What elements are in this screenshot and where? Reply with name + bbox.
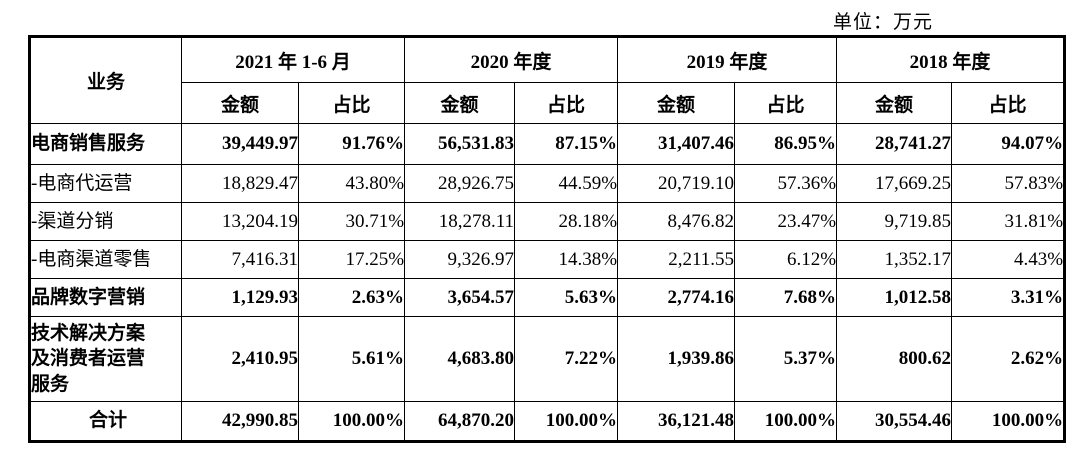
amount-cell: 8,476.82 — [617, 202, 736, 241]
row-label: 技术解决方案 及消费者运营 服务 — [29, 316, 182, 402]
amount-cell: 1,012.58 — [836, 278, 953, 317]
ratio-cell: 44.59% — [514, 164, 619, 203]
ratio-cell: 100.00% — [514, 401, 619, 442]
amount-cell: 1,352.17 — [836, 240, 953, 279]
amount-header: 金额 — [836, 82, 953, 124]
amount-cell: 4,683.80 — [404, 316, 516, 402]
amount-cell: 2,211.55 — [617, 240, 736, 279]
amount-cell: 30,554.46 — [836, 401, 953, 442]
row-label: 电商销售服务 — [29, 123, 182, 165]
ratio-header: 占比 — [514, 82, 619, 124]
table-row: -电商渠道零售 7,416.31 17.25% 9,326.97 14.38% … — [29, 240, 1066, 279]
ratio-header: 占比 — [297, 82, 406, 124]
amount-cell: 20,719.10 — [617, 164, 736, 203]
ratio-cell: 2.63% — [297, 278, 406, 317]
ratio-cell: 5.37% — [734, 316, 838, 402]
ratio-cell: 14.38% — [514, 240, 619, 279]
period-header-2018: 2018 年度 — [836, 36, 1066, 83]
table-row: -渠道分销 13,204.19 30.71% 18,278.11 28.18% … — [29, 202, 1066, 241]
ratio-header: 占比 — [734, 82, 838, 124]
amount-cell: 9,719.85 — [836, 202, 953, 241]
ratio-cell: 86.95% — [734, 123, 838, 165]
ratio-cell: 100.00% — [734, 401, 838, 442]
ratio-cell: 4.43% — [951, 240, 1066, 279]
ratio-cell: 87.15% — [514, 123, 619, 165]
amount-header: 金额 — [617, 82, 736, 124]
period-header-2020: 2020 年度 — [404, 36, 619, 83]
row-label: 品牌数字营销 — [29, 278, 182, 317]
period-header-2021h1: 2021 年 1-6 月 — [180, 36, 406, 83]
amount-cell: 17,669.25 — [836, 164, 953, 203]
ratio-cell: 23.47% — [734, 202, 838, 241]
amount-cell: 42,990.85 — [181, 401, 299, 442]
amount-header: 金额 — [404, 82, 516, 124]
amount-cell: 3,654.57 — [404, 278, 516, 317]
period-header-2019: 2019 年度 — [617, 36, 838, 83]
period-header-row: 业务 2021 年 1-6 月 2020 年度 2019 年度 2018 年度 — [29, 36, 1066, 124]
table-row: 电商销售服务 39,449.97 91.76% 56,531.83 87.15%… — [29, 123, 1066, 165]
amount-cell: 64,870.20 — [404, 401, 516, 442]
ratio-cell: 28.18% — [514, 202, 619, 241]
amount-cell: 1,939.86 — [617, 316, 736, 402]
amount-cell: 7,416.31 — [181, 240, 299, 279]
amount-cell: 56,531.83 — [404, 123, 516, 165]
ratio-cell: 5.61% — [297, 316, 406, 402]
ratio-cell: 57.36% — [734, 164, 838, 203]
ratio-cell: 57.83% — [951, 164, 1066, 203]
ratio-cell: 100.00% — [951, 401, 1066, 442]
ratio-cell: 31.81% — [951, 202, 1066, 241]
ratio-cell: 5.63% — [514, 278, 619, 317]
ratio-cell: 7.68% — [734, 278, 838, 317]
business-column-header: 业务 — [29, 36, 182, 124]
total-row: 合计 42,990.85 100.00% 64,870.20 100.00% 3… — [29, 401, 1066, 442]
ratio-cell: 91.76% — [297, 123, 406, 165]
ratio-cell: 3.31% — [951, 278, 1066, 317]
amount-cell: 31,407.46 — [617, 123, 736, 165]
amount-cell: 800.62 — [836, 316, 953, 402]
amount-cell: 18,829.47 — [181, 164, 299, 203]
amount-cell: 2,774.16 — [617, 278, 736, 317]
unit-label: 单位：万元 — [833, 12, 934, 33]
total-row-label: 合计 — [29, 401, 182, 442]
ratio-cell: 94.07% — [951, 123, 1066, 165]
table-row: 技术解决方案 及消费者运营 服务 2,410.95 5.61% 4,683.80… — [29, 316, 1066, 402]
row-label: -电商代运营 — [29, 164, 182, 203]
amount-cell: 18,278.11 — [404, 202, 516, 241]
amount-cell: 13,204.19 — [181, 202, 299, 241]
ratio-cell: 17.25% — [297, 240, 406, 279]
amount-header: 金额 — [181, 82, 299, 124]
subheader-row: 金额 占比 金额 占比 金额 占比 金额 占比 — [30, 82, 1066, 124]
revenue-breakdown-table: 业务 2021 年 1-6 月 2020 年度 2019 年度 2018 年度 … — [28, 35, 1067, 443]
amount-cell: 9,326.97 — [404, 240, 516, 279]
amount-cell: 2,410.95 — [181, 316, 299, 402]
ratio-cell: 43.80% — [297, 164, 406, 203]
amount-cell: 28,741.27 — [836, 123, 953, 165]
amount-cell: 39,449.97 — [181, 123, 299, 165]
ratio-cell: 6.12% — [734, 240, 838, 279]
amount-cell: 28,926.75 — [404, 164, 516, 203]
table-row: 品牌数字营销 1,129.93 2.63% 3,654.57 5.63% 2,7… — [29, 278, 1066, 317]
ratio-cell: 100.00% — [297, 401, 406, 442]
row-label: -渠道分销 — [29, 202, 182, 241]
ratio-cell: 2.62% — [951, 316, 1066, 402]
ratio-cell: 30.71% — [297, 202, 406, 241]
ratio-cell: 7.22% — [514, 316, 619, 402]
amount-cell: 1,129.93 — [181, 278, 299, 317]
table-row: -电商代运营 18,829.47 43.80% 28,926.75 44.59%… — [29, 164, 1066, 203]
row-label: -电商渠道零售 — [29, 240, 182, 279]
ratio-header: 占比 — [951, 82, 1066, 124]
amount-cell: 36,121.48 — [617, 401, 736, 442]
